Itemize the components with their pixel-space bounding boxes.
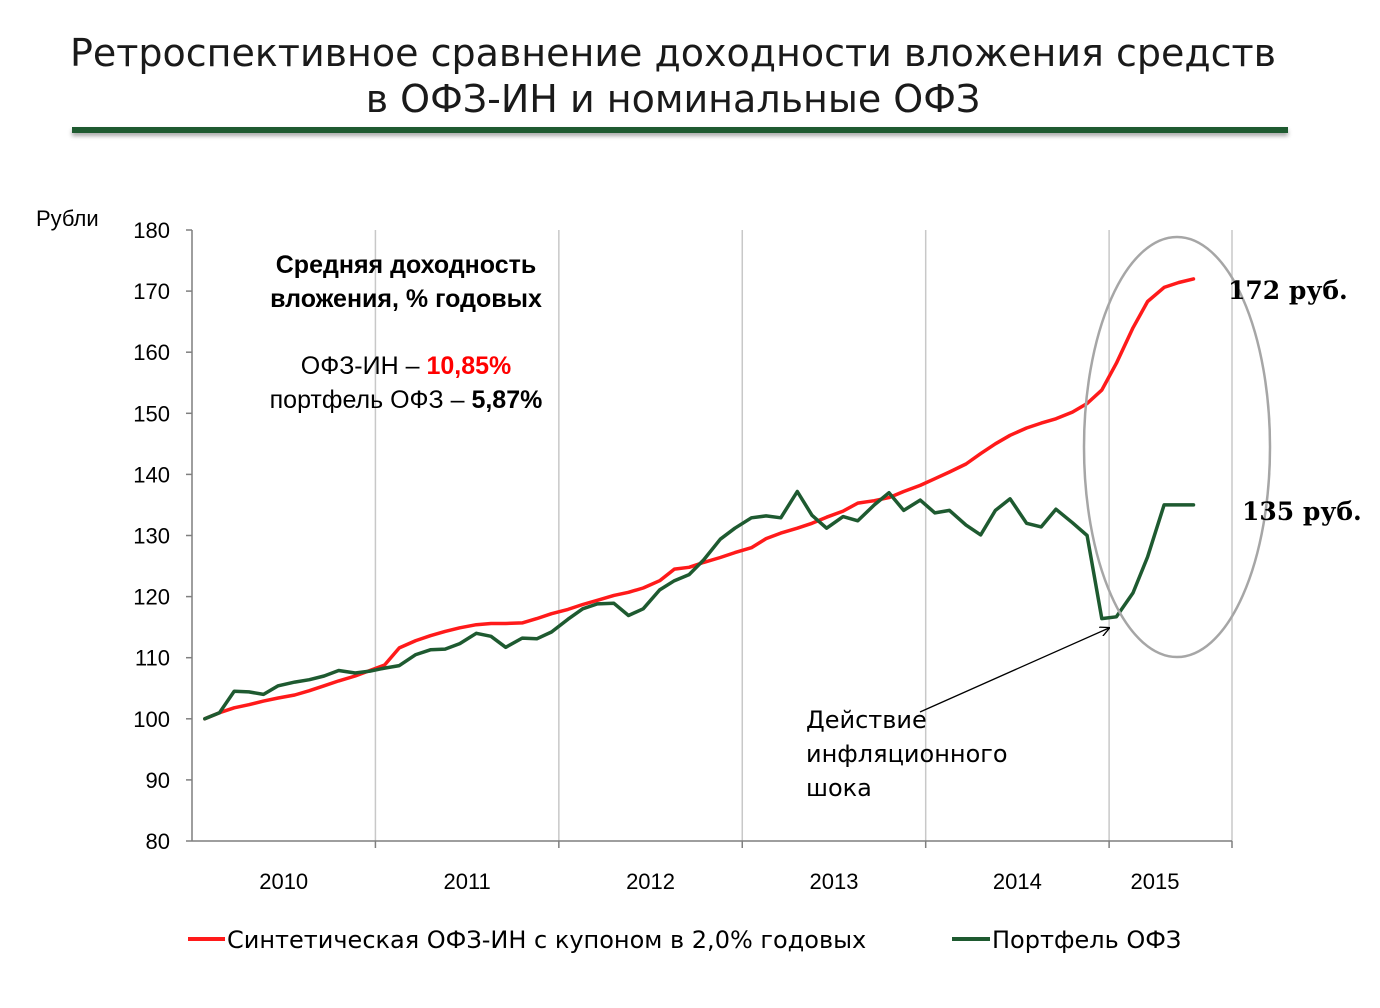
y-tick-label: 160	[133, 340, 170, 365]
x-tick-label: 2015	[1130, 869, 1179, 894]
x-tick-label: 2014	[993, 869, 1042, 894]
series	[203, 277, 1196, 721]
slide-title-line-1: Ретроспективное сравнение доходности вло…	[69, 31, 1277, 75]
ofz-in-yield-label: ОФЗ-ИН –	[301, 352, 420, 380]
x-tick-label: 2010	[259, 869, 308, 894]
shock-label-line-1: Действие	[806, 706, 927, 734]
y-tick-label: 90	[146, 768, 170, 793]
y-tick-label: 180	[133, 218, 170, 243]
y-axis-label: Рубли	[36, 206, 99, 231]
title-divider	[72, 127, 1288, 133]
end-label-green: 135 руб.	[1242, 497, 1362, 526]
shock-label-line-2: инфляционного	[806, 740, 1008, 768]
x-tick-label: 2012	[626, 869, 675, 894]
highlight-ellipse	[1082, 235, 1272, 659]
avg-yield-title-line-2: вложения, % годовых	[270, 285, 542, 313]
end-label-red: 172 руб.	[1228, 276, 1348, 305]
avg-yield-title-line-1: Средняя доходность	[276, 251, 537, 279]
legend-label-red: Синтетическая ОФЗ-ИН с купоном в 2,0% го…	[227, 926, 866, 954]
y-tick-label: 170	[133, 279, 170, 304]
x-tick-labels: 2010 2011 2012 2013 2014 2015	[259, 869, 1179, 894]
grid	[374, 230, 1233, 841]
slide-title-line-2: в ОФЗ-ИН и номинальные ОФЗ	[365, 77, 981, 121]
series-line-ofz-in	[203, 277, 1196, 721]
ofz-in-yield-value: 10,85%	[426, 352, 511, 380]
legend: Синтетическая ОФЗ-ИН с купоном в 2,0% го…	[188, 926, 1181, 954]
shock-label-line-3: шока	[806, 774, 872, 802]
shock-arrow	[919, 628, 1109, 713]
axes	[186, 229, 1233, 848]
y-tick-label: 80	[146, 829, 170, 854]
y-tick-label: 140	[133, 462, 170, 487]
y-tick-label: 100	[133, 707, 170, 732]
y-tick-label: 120	[133, 585, 170, 610]
slide-title: Ретроспективное сравнение доходности вло…	[0, 30, 1346, 122]
ofz-in-yield: ОФЗ-ИН – 10,85%	[301, 352, 512, 380]
y-tick-label: 150	[133, 401, 170, 426]
y-tick-labels: 80 90 100 110 120 130 140 150 160 170 180	[133, 218, 170, 854]
y-tick-label: 110	[135, 646, 170, 671]
portfolio-yield: портфель ОФЗ – 5,87%	[270, 386, 543, 414]
portfolio-yield-label: портфель ОФЗ –	[270, 386, 465, 414]
series-line-portfolio	[203, 489, 1196, 721]
x-tick-label: 2011	[443, 869, 490, 894]
legend-label-green: Портфель ОФЗ	[992, 926, 1181, 954]
x-tick-label: 2013	[809, 869, 858, 894]
y-tick-label: 130	[133, 524, 170, 549]
portfolio-yield-value: 5,87%	[471, 386, 542, 414]
